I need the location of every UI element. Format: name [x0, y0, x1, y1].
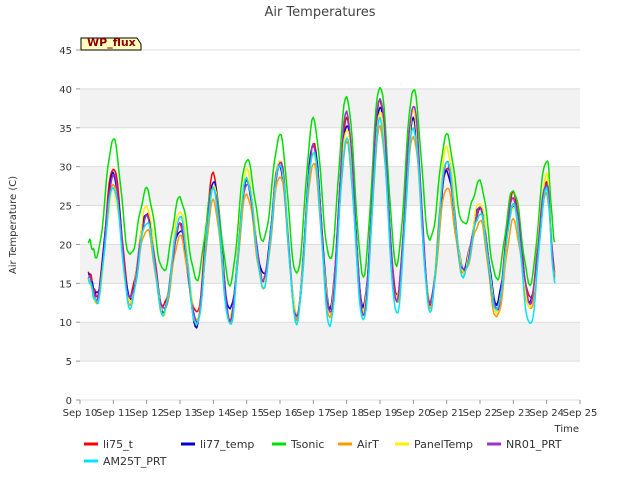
- y-tick-label: 35: [59, 124, 72, 135]
- x-tick-label: Sep 19: [363, 408, 398, 419]
- x-tick-label: Sep 20: [396, 408, 431, 419]
- grid-band: [80, 50, 580, 89]
- legend: li75_t li77_temp Tsonic AirT PanelTemp NR01_P…: [84, 438, 562, 468]
- grid-band: [80, 166, 580, 206]
- x-tick-label: Sep 16: [263, 408, 298, 419]
- y-tick-label: 5: [66, 357, 72, 368]
- legend-label-am25t-prt: AM25T_PRT: [103, 455, 167, 468]
- site-label-box: [80, 37, 142, 51]
- y-tick-label: 10: [59, 318, 72, 329]
- grid-band: [80, 244, 580, 284]
- x-tick-label: Sep 13: [163, 408, 198, 419]
- y-axis-ticks: 0 5 10 15 20 25 30 35 40 45: [59, 46, 80, 407]
- grid-band: [80, 127, 580, 167]
- x-tick-label: Sep 12: [129, 408, 164, 419]
- grid-band: [80, 361, 580, 400]
- x-tick-label: Sep 10: [63, 408, 98, 419]
- legend-label-airt: AirT: [357, 438, 379, 451]
- x-tick-label: Sep 18: [329, 408, 364, 419]
- y-tick-label: 40: [59, 85, 72, 96]
- x-tick-label: Sep 17: [296, 408, 331, 419]
- x-tick-label: Sep 11: [96, 408, 131, 419]
- x-tick-label: Sep 23: [496, 408, 531, 419]
- y-tick-label: 0: [66, 396, 72, 407]
- legend-label-paneltemp: PanelTemp: [414, 438, 473, 451]
- y-tick-label: 25: [59, 202, 72, 213]
- grid-bands: [80, 49, 580, 401]
- x-axis-label: Time: [554, 424, 579, 435]
- series-layer: [87, 86, 556, 329]
- series-line-tsonic: [87, 86, 556, 287]
- y-axis-label: Air Temperature (C): [8, 176, 19, 274]
- grid-band: [80, 205, 580, 245]
- y-tick-label: 20: [59, 240, 72, 251]
- series-line-am25t-prt: [87, 116, 556, 328]
- x-tick-label: Sep 15: [229, 408, 264, 419]
- x-tick-label: Sep 22: [463, 408, 498, 419]
- grid-band: [80, 322, 580, 362]
- chart-title: Air Temperatures: [264, 5, 375, 20]
- legend-label-li75-t: li75_t: [103, 438, 134, 451]
- legend-label-li77-temp: li77_temp: [200, 438, 254, 451]
- grid-band: [80, 88, 580, 128]
- legend-label-tsonic: Tsonic: [290, 438, 324, 451]
- x-tick-label: Sep 14: [196, 408, 231, 419]
- x-tick-label: Sep 25: [563, 408, 598, 419]
- y-tick-label: 45: [59, 46, 72, 57]
- x-tick-label: Sep 24: [529, 408, 564, 419]
- y-tick-label: 15: [59, 279, 72, 290]
- site-label-text: WP_flux: [87, 36, 136, 49]
- y-tick-label: 30: [59, 163, 72, 174]
- legend-label-nr01-prt: NR01_PRT: [506, 438, 562, 451]
- x-tick-label: Sep 21: [429, 408, 464, 419]
- site-label-badge: WP_flux: [80, 36, 142, 51]
